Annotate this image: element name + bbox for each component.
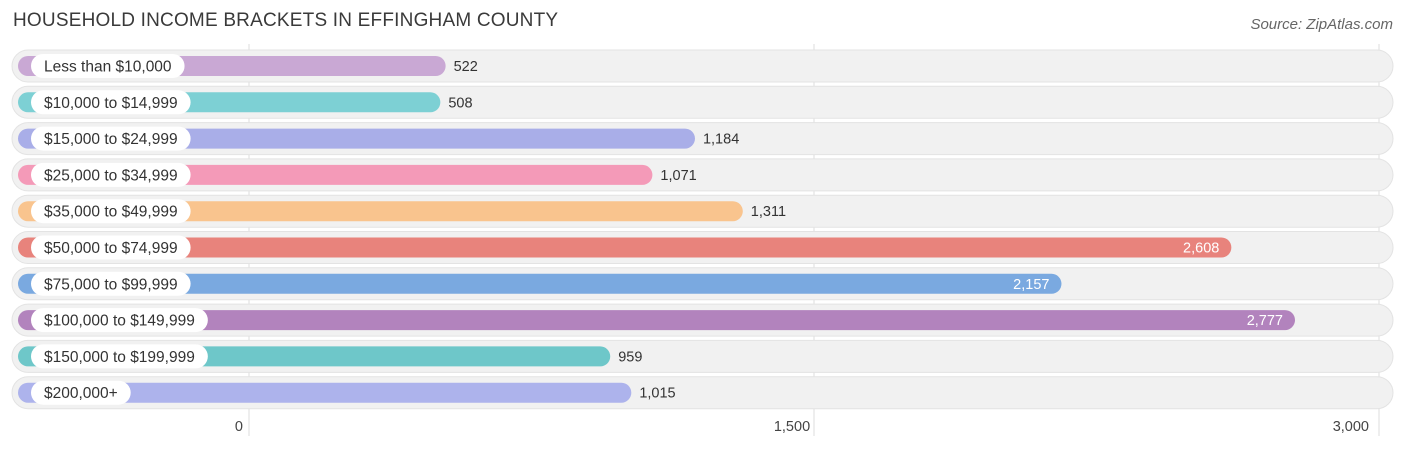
value-label: 1,311 [751,204,786,220]
tick-label: 1,500 [774,419,810,435]
bar [18,382,632,403]
bar [18,273,1062,294]
category-label-pill [31,271,191,296]
value-label: 959 [618,349,642,365]
value-label: 1,071 [660,168,696,184]
category-label-pill [31,90,191,115]
category-label: $10,000 to $14,999 [44,95,178,112]
category-label: $25,000 to $34,999 [44,167,178,184]
category-label-pill [31,162,191,187]
category-label-pill [31,199,191,224]
category-label: $75,000 to $99,999 [44,276,178,293]
value-label: 2,608 [1183,241,1219,257]
category-label-pill [31,344,208,369]
category-label: $15,000 to $24,999 [44,131,178,148]
category-label: Less than $10,000 [44,59,172,76]
source-label: Source: ZipAtlas.com [1250,16,1393,33]
chart-title: HOUSEHOLD INCOME BRACKETS IN EFFINGHAM C… [13,10,559,31]
category-label: $200,000+ [44,385,118,402]
value-label: 1,184 [703,132,739,148]
category-label-pill [31,54,185,78]
value-label: 508 [448,95,472,111]
bar [18,310,1296,331]
value-label: 522 [454,59,478,75]
bar [18,237,1232,258]
bar [18,201,743,222]
category-label-pill [31,126,191,151]
category-label-pill [31,308,208,333]
tick-label: 3,000 [1333,419,1369,435]
value-label: 1,015 [639,386,675,402]
tick-label: 0 [235,419,243,435]
category-label: $50,000 to $74,999 [44,240,178,257]
category-label: $150,000 to $199,999 [44,349,195,366]
category-label: $35,000 to $49,999 [44,204,178,221]
value-label: 2,157 [1013,277,1049,293]
category-label: $100,000 to $149,999 [44,313,195,330]
value-label: 2,777 [1247,313,1283,329]
category-label-pill [31,380,131,405]
category-label-pill [31,235,191,260]
